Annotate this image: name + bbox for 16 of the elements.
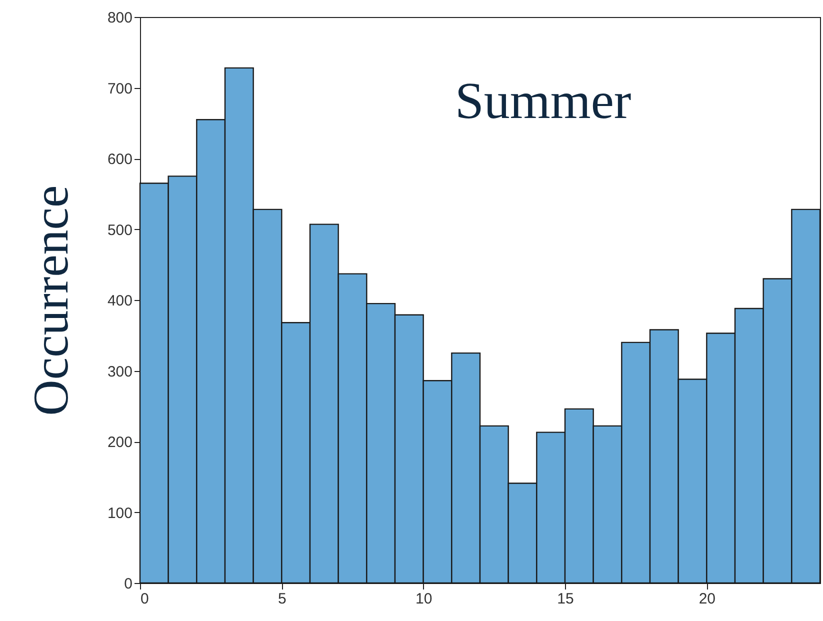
x-tick-label: 5 — [278, 590, 286, 608]
annotation: Summer — [455, 73, 632, 130]
x-tick-label: 10 — [415, 590, 432, 608]
y-tick-label: 500 — [107, 222, 132, 239]
y-tick-label: 400 — [107, 292, 132, 310]
y-tick-label: 700 — [107, 80, 132, 98]
y-tick-label: 600 — [107, 151, 132, 168]
y-axis-title: Occurrence — [22, 185, 78, 416]
y-tick-label: 0 — [124, 576, 132, 592]
y-tick-label: 300 — [107, 363, 132, 380]
y-tick-label: 800 — [107, 10, 132, 26]
x-tick-label: 0 — [140, 590, 149, 608]
y-tick-label: 100 — [107, 504, 132, 522]
y-tick-label: 200 — [107, 434, 132, 451]
x-tick-label: 15 — [557, 590, 574, 608]
x-tick-label: 20 — [698, 590, 716, 608]
